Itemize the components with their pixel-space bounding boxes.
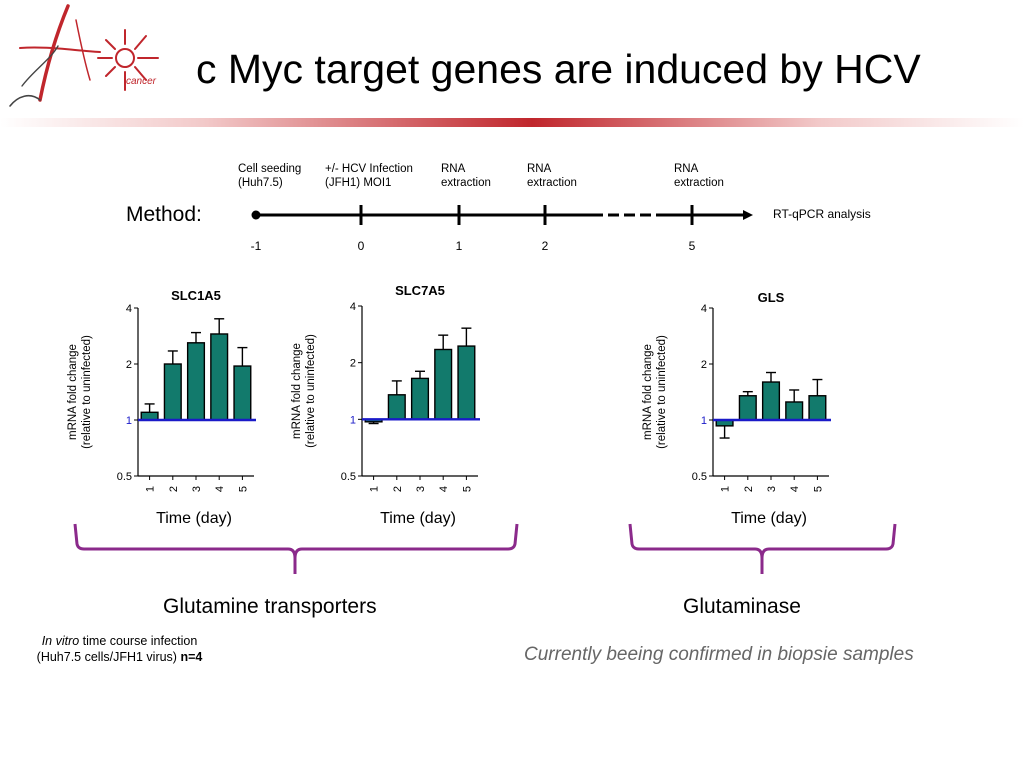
footnote-italic: In vitro: [41, 634, 80, 648]
y-axis-label: (relative to uninfected): [81, 335, 93, 449]
timeline-step-text: RNA: [674, 163, 699, 175]
y-tick-label: 2: [350, 358, 356, 370]
bar-day-2: [387, 394, 406, 421]
bar-day-3: [761, 381, 781, 421]
footnote-line2: (Huh7.5 cells/JFH1 virus): [36, 650, 181, 664]
slide-title: c Myc target genes are induced by HCV: [196, 46, 921, 92]
x-axis-label: Time (day): [731, 510, 807, 527]
brace-transporters: [73, 523, 519, 574]
footnote-line1: time course infection: [79, 634, 198, 648]
bar-day-5: [457, 345, 476, 421]
y-tick-label: 1: [126, 415, 132, 427]
chart-slc7a5: SLC7A5 4 2 1 0.5 1 2 3 4 5 mRNA fold change (relati…: [291, 283, 480, 527]
x-tick-label: 5: [461, 486, 473, 492]
timeline-step-text: Cell seeding: [238, 163, 301, 175]
bar-day-2: [738, 395, 757, 421]
timeline-step-text: RNA: [527, 163, 552, 175]
timeline-end-label: RT-qPCR analysis: [773, 207, 871, 221]
title-divider: [0, 118, 1024, 127]
method-timeline: Method: RT-qPCR analysis -1 Cell seeding (…: [126, 163, 871, 253]
x-tick-label: 2: [743, 486, 755, 492]
chart-slc1a5: SLC1A5 4 2 1 0.5 1 2 3 4 5 mRNA fold change (relati…: [67, 288, 256, 527]
timeline-day-label: -1: [251, 239, 262, 253]
chart-title: SLC1A5: [171, 288, 221, 303]
footnote-n: n=4: [180, 650, 203, 664]
bar-day-5: [808, 395, 827, 421]
method-footnote: In vitro time course infection (Huh7.5 c…: [22, 633, 217, 665]
method-label: Method:: [126, 203, 202, 226]
timeline-step-text: extraction: [527, 177, 577, 189]
x-tick-label: 5: [812, 486, 824, 492]
timeline-step-text: +/- HCV Infection: [325, 163, 413, 175]
x-tick-label: 1: [145, 486, 157, 492]
y-tick-label: 0.5: [341, 471, 356, 483]
y-tick-label: 2: [126, 359, 132, 371]
y-tick-label: 0.5: [692, 471, 707, 483]
chart-gls: GLS 4 2 1 0.5 1 2 3 4 5 mRNA fold change (relative …: [642, 290, 831, 527]
x-tick-label: 2: [168, 486, 180, 492]
timeline-step-text: extraction: [441, 177, 491, 189]
bar-day-4: [434, 348, 453, 421]
x-axis-label: Time (day): [156, 510, 232, 527]
x-tick-label: 3: [415, 486, 427, 492]
x-tick-label: 2: [392, 486, 404, 492]
timeline-day-label: 2: [542, 239, 549, 253]
y-tick-label: 2: [701, 359, 707, 371]
confirmation-note: Currently beeing confirmed in biopsie sa…: [524, 644, 914, 665]
bar-day-4: [785, 401, 804, 421]
y-tick-label: 1: [350, 414, 356, 426]
bar-day-3: [186, 342, 206, 421]
x-tick-label: 1: [369, 486, 381, 492]
timeline-arrowhead: [743, 210, 753, 220]
brace-glutaminase: [628, 523, 897, 574]
x-axis-label: Time (day): [380, 510, 456, 527]
y-axis-label: (relative to uninfected): [305, 334, 317, 448]
y-tick-label: 4: [126, 303, 132, 315]
y-tick-label: 1: [701, 415, 707, 427]
timeline-day-label: 0: [358, 239, 365, 253]
y-tick-label: 4: [350, 301, 356, 313]
bar-day-4: [210, 333, 229, 421]
bar-day-2: [163, 363, 182, 421]
timeline-day-label: 5: [689, 239, 696, 253]
timeline-step-text: (Huh7.5): [238, 177, 283, 189]
y-axis-label: mRNA fold change: [67, 344, 79, 440]
bar-day-3: [410, 377, 430, 421]
timeline-start-dot: [251, 210, 261, 220]
conference-logo: cancer: [9, 4, 159, 107]
x-tick-label: 4: [789, 486, 801, 492]
x-tick-label: 3: [191, 486, 203, 492]
group-label-glutaminase: Glutaminase: [683, 595, 801, 618]
timeline-day-label: 1: [456, 239, 463, 253]
x-tick-label: 1: [720, 486, 732, 492]
logo-text: cancer: [126, 76, 157, 87]
group-label-transporters: Glutamine transporters: [163, 595, 377, 618]
timeline-step-text: extraction: [674, 177, 724, 189]
timeline-step-text: RNA: [441, 163, 466, 175]
chart-title: GLS: [758, 290, 785, 305]
x-tick-label: 4: [438, 486, 450, 492]
y-axis-label: mRNA fold change: [291, 343, 303, 439]
chart-title: SLC7A5: [395, 283, 445, 298]
timeline-step-text: (JFH1) MOI1: [325, 177, 391, 189]
y-tick-label: 4: [701, 303, 707, 315]
y-axis-label: (relative to uninfected): [656, 335, 668, 449]
x-tick-label: 4: [214, 486, 226, 492]
bar-day-5: [233, 365, 252, 421]
x-tick-label: 5: [237, 486, 249, 492]
y-axis-label: mRNA fold change: [642, 344, 654, 440]
x-tick-label: 3: [766, 486, 778, 492]
y-tick-label: 0.5: [117, 471, 132, 483]
